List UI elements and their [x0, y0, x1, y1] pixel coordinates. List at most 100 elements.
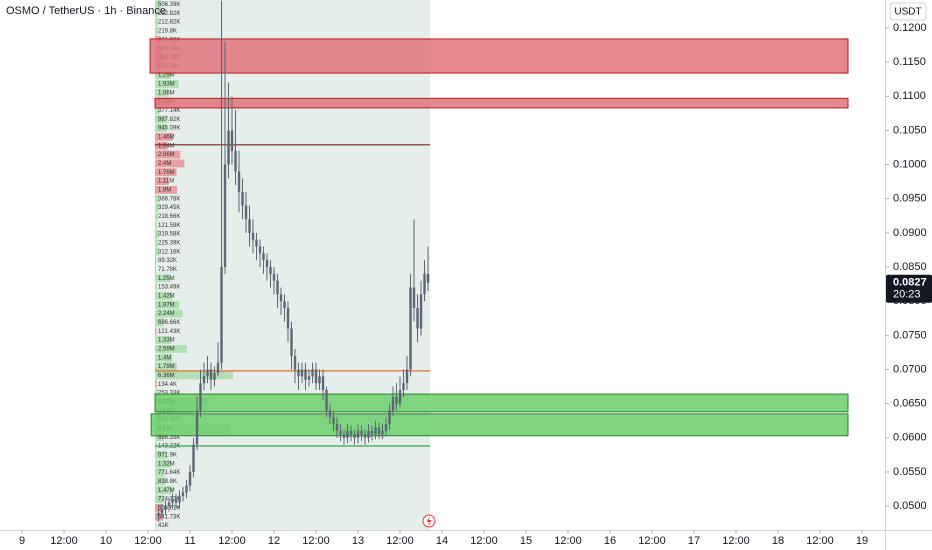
- x-tick-label: 11: [184, 535, 195, 547]
- candle-body: [276, 280, 279, 295]
- candle-body: [195, 410, 199, 445]
- profile-label: 1.97M: [158, 302, 175, 308]
- profile-bar: [155, 27, 158, 35]
- profile-bar: [155, 292, 173, 300]
- x-tick-label: 12:00: [50, 535, 78, 547]
- y-tick-label: 0.1150: [893, 56, 926, 68]
- candle-body: [279, 294, 283, 302]
- candle-body: [409, 287, 412, 370]
- candle-body: [181, 492, 185, 496]
- profile-label: 143.22K: [158, 444, 180, 450]
- candle-body: [192, 444, 195, 472]
- x-tick-label: 17: [688, 535, 700, 547]
- candle-body: [237, 171, 241, 192]
- candle-body: [419, 294, 423, 329]
- x-tick-label: 13: [352, 535, 364, 547]
- chart-title: OSMO / TetherUS · 1h · Binance: [6, 5, 166, 17]
- candle-body: [412, 287, 416, 309]
- profile-label: 121.43K: [158, 329, 180, 335]
- profile-label: 1.76M: [158, 170, 175, 176]
- x-tick-label: 12:00: [470, 535, 498, 547]
- zone: [150, 413, 849, 437]
- candle-body: [321, 376, 325, 390]
- candle-body: [269, 267, 272, 274]
- profile-label: 1.29M: [158, 73, 175, 79]
- profile-label: 1.46M: [158, 134, 175, 140]
- candle-body: [328, 410, 332, 418]
- profile-label: 771.64K: [158, 470, 180, 476]
- profile-label: 696.66K: [158, 320, 180, 326]
- profile-bar: [155, 336, 172, 344]
- candle-body: [171, 499, 174, 503]
- candle-body: [374, 427, 377, 435]
- x-tick-label: 16: [604, 535, 616, 547]
- candle-body: [258, 246, 262, 254]
- profile-bar: [155, 300, 180, 309]
- alert-bolt[interactable]: [426, 516, 432, 526]
- y-tick-label: 0.0950: [893, 193, 927, 205]
- candle-body: [325, 389, 328, 411]
- profile-range: [155, 0, 430, 530]
- y-tick-label: 0.1000: [893, 159, 927, 171]
- candle-body: [216, 362, 220, 373]
- profile-bar: [155, 283, 157, 291]
- candle-body: [311, 369, 314, 377]
- candle-body: [199, 383, 202, 411]
- profile-bar: [155, 230, 159, 238]
- candle-body: [206, 369, 209, 377]
- profile-bar: [155, 459, 172, 468]
- profile-bar: [155, 256, 157, 265]
- profile-label: 971.9K: [158, 452, 177, 458]
- plot: 506.39K212.82K212.82K219.8K421.92K506.39…: [149, 0, 849, 530]
- candle-body: [335, 424, 339, 431]
- currency-button[interactable]: [889, 2, 927, 21]
- candle-body: [255, 239, 258, 247]
- profile-label: 366.78K: [158, 196, 180, 202]
- y-tick-label: 0.1100: [893, 90, 926, 102]
- candle-body: [391, 396, 395, 411]
- candle-body: [332, 417, 335, 425]
- profile-label: 641.73K: [158, 514, 180, 520]
- profile-label: 212.82K: [158, 11, 180, 17]
- candle-body: [251, 232, 255, 240]
- profile-label: 89.32K: [158, 258, 177, 264]
- profile-bar: [155, 486, 174, 495]
- profile-bar: [155, 80, 179, 88]
- profile-label: 2.59M: [158, 346, 175, 352]
- candle-body: [297, 369, 300, 377]
- x-tick-label: 12:00: [218, 535, 246, 547]
- profile-label: 121.59K: [158, 223, 180, 229]
- profile-label: 1.79M: [158, 364, 175, 370]
- candle-body: [174, 499, 178, 503]
- candle-body: [426, 273, 430, 283]
- candle-body: [405, 369, 409, 384]
- profile-label: 319.58K: [158, 232, 180, 238]
- profile-bar: [155, 265, 156, 274]
- candle-body: [160, 509, 164, 513]
- x-tick-label: 12:00: [638, 535, 666, 547]
- profile-bar: [155, 212, 158, 221]
- profile-label: 987.82K: [158, 117, 180, 123]
- currency-label[interactable]: USDT: [894, 7, 921, 18]
- candle-body: [342, 434, 346, 438]
- candle-body: [377, 427, 381, 435]
- candle-body: [304, 369, 307, 380]
- candle-body: [202, 376, 206, 384]
- profile-label: 2.06M: [158, 152, 175, 158]
- candle-body: [349, 430, 353, 435]
- profile-bar: [155, 521, 156, 530]
- alert-icon[interactable]: [422, 514, 436, 528]
- zone: [154, 97, 849, 109]
- candle-body: [381, 430, 384, 435]
- candle-body: [346, 430, 349, 438]
- candle-body: [164, 506, 167, 510]
- y-tick-label: 0.0600: [893, 432, 927, 444]
- candle-body: [272, 273, 276, 281]
- candle-body: [360, 430, 363, 435]
- candle-body: [227, 130, 230, 165]
- profile-label: 2.4M: [158, 161, 171, 167]
- profile-bar: [155, 71, 171, 79]
- candle-body: [248, 219, 251, 233]
- profile-label: 1.04M: [158, 143, 175, 149]
- y-tick-label: 0.0900: [893, 227, 927, 239]
